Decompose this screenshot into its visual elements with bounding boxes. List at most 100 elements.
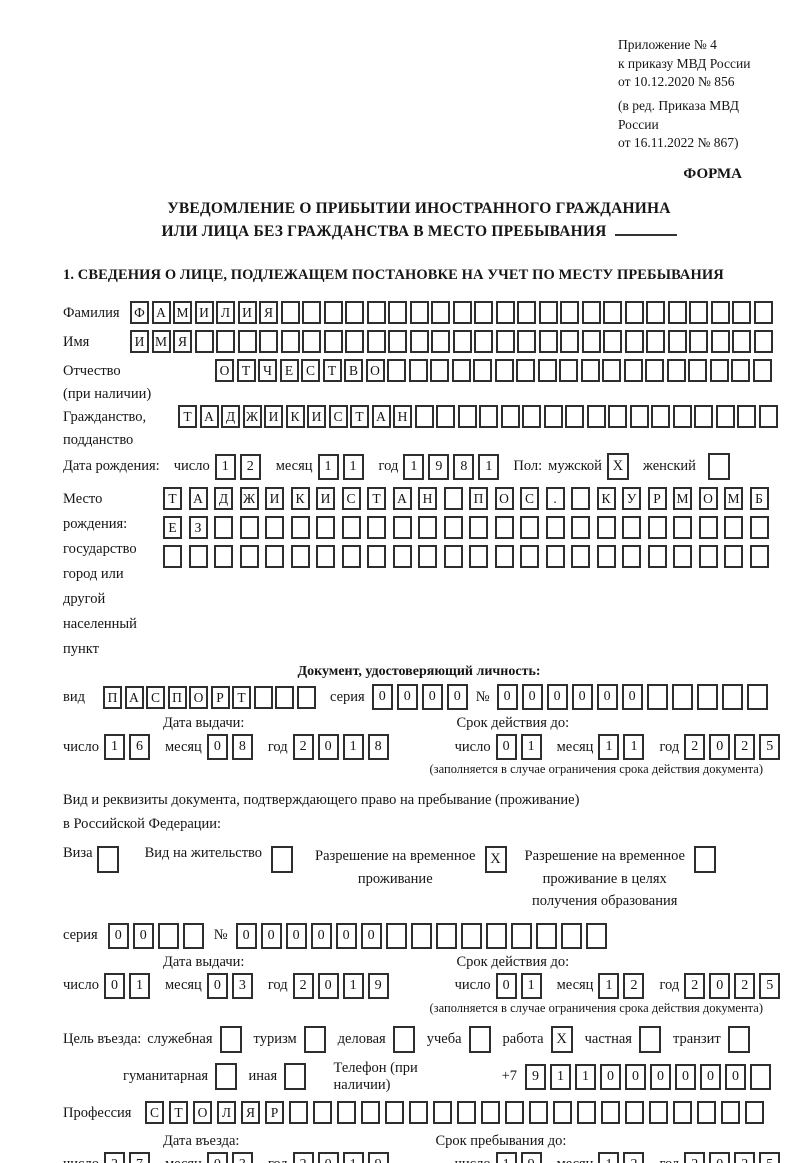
char-box[interactable] xyxy=(710,330,730,354)
char-box[interactable] xyxy=(622,516,641,540)
char-box[interactable] xyxy=(721,1100,740,1124)
char-box[interactable]: 5 xyxy=(759,1151,781,1163)
char-box[interactable]: 2 xyxy=(684,1151,706,1163)
char-box[interactable]: Ж xyxy=(239,487,259,511)
char-box[interactable]: 1 xyxy=(403,453,425,480)
char-box[interactable] xyxy=(366,301,386,325)
char-box[interactable]: 0 xyxy=(317,734,339,761)
char-box[interactable]: 1 xyxy=(598,972,620,999)
char-box[interactable] xyxy=(538,330,558,354)
char-box[interactable] xyxy=(474,330,493,354)
char-box[interactable] xyxy=(537,359,557,383)
char-box[interactable]: 1 xyxy=(103,734,125,761)
char-box[interactable]: И xyxy=(194,301,214,325)
char-box[interactable] xyxy=(443,545,463,569)
char-box[interactable]: О xyxy=(189,685,208,709)
char-box[interactable] xyxy=(571,516,590,540)
char-box[interactable]: 1 xyxy=(520,972,542,999)
char-box[interactable]: Р xyxy=(210,685,230,709)
char-box[interactable] xyxy=(313,1100,332,1124)
char-box[interactable]: П xyxy=(469,487,488,511)
char-box[interactable] xyxy=(623,359,643,383)
char-box[interactable]: 0 xyxy=(206,1151,228,1163)
char-box[interactable]: А xyxy=(199,405,219,429)
char-box[interactable] xyxy=(341,516,361,540)
char-box[interactable]: 3 xyxy=(231,1151,253,1163)
temp-residence-checkbox[interactable]: X xyxy=(484,846,507,874)
char-box[interactable]: 1 xyxy=(342,453,364,480)
char-box[interactable] xyxy=(667,301,687,325)
residence-permit-checkbox[interactable] xyxy=(271,846,294,874)
char-box[interactable] xyxy=(163,545,182,569)
char-box[interactable]: 9 xyxy=(428,453,450,480)
char-box[interactable] xyxy=(758,405,778,429)
purpose-official-checkbox[interactable] xyxy=(219,1025,242,1053)
char-box[interactable]: 0 xyxy=(600,1063,621,1090)
char-box[interactable] xyxy=(737,405,756,429)
char-box[interactable] xyxy=(290,516,310,540)
char-box[interactable] xyxy=(721,684,743,711)
char-box[interactable] xyxy=(361,1100,380,1124)
char-box[interactable]: 0 xyxy=(709,1151,731,1163)
char-box[interactable]: С xyxy=(341,487,361,511)
char-box[interactable] xyxy=(436,405,455,429)
sex-female-checkbox[interactable] xyxy=(707,453,730,481)
char-box[interactable]: А xyxy=(124,685,144,709)
char-box[interactable] xyxy=(581,330,601,354)
char-box[interactable] xyxy=(529,1100,548,1124)
char-box[interactable] xyxy=(535,922,557,949)
char-box[interactable]: О xyxy=(698,487,718,511)
char-box[interactable] xyxy=(367,516,386,540)
char-box[interactable] xyxy=(622,545,641,569)
char-box[interactable]: М xyxy=(673,487,692,511)
char-box[interactable] xyxy=(469,545,488,569)
char-box[interactable]: 1 xyxy=(520,734,542,761)
char-box[interactable]: 2 xyxy=(734,972,756,999)
char-box[interactable]: 1 xyxy=(575,1063,596,1090)
char-box[interactable]: 8 xyxy=(367,734,389,761)
char-box[interactable]: А xyxy=(371,405,391,429)
purpose-other-checkbox[interactable] xyxy=(284,1063,306,1090)
char-box[interactable] xyxy=(752,359,772,383)
char-box[interactable]: 0 xyxy=(317,1151,339,1163)
char-box[interactable]: 2 xyxy=(292,1151,314,1163)
char-box[interactable] xyxy=(646,684,668,711)
char-box[interactable]: 0 xyxy=(709,734,731,761)
char-box[interactable] xyxy=(596,545,616,569)
char-box[interactable]: 5 xyxy=(759,972,781,999)
char-box[interactable]: 1 xyxy=(128,972,150,999)
char-box[interactable] xyxy=(698,545,718,569)
char-box[interactable] xyxy=(689,301,708,325)
char-box[interactable] xyxy=(494,516,514,540)
char-box[interactable] xyxy=(629,405,649,429)
char-box[interactable]: А xyxy=(392,487,412,511)
char-box[interactable]: 8 xyxy=(453,453,475,480)
char-box[interactable] xyxy=(596,516,616,540)
char-box[interactable]: 0 xyxy=(521,684,543,711)
char-box[interactable] xyxy=(275,685,294,709)
char-box[interactable]: Е xyxy=(163,516,182,540)
purpose-tourism-checkbox[interactable] xyxy=(303,1025,326,1053)
char-box[interactable]: П xyxy=(167,685,187,709)
char-box[interactable]: Л xyxy=(216,301,235,325)
char-box[interactable] xyxy=(560,301,579,325)
char-box[interactable] xyxy=(651,405,670,429)
char-box[interactable] xyxy=(418,545,437,569)
char-box[interactable]: 1 xyxy=(550,1063,571,1090)
char-box[interactable]: 1 xyxy=(495,1151,517,1163)
char-box[interactable] xyxy=(443,516,463,540)
char-box[interactable]: 2 xyxy=(623,1151,645,1163)
char-box[interactable]: 0 xyxy=(107,922,129,949)
char-box[interactable] xyxy=(603,301,622,325)
char-box[interactable]: Ф xyxy=(130,301,149,325)
char-box[interactable] xyxy=(749,516,769,540)
char-box[interactable] xyxy=(345,330,364,354)
char-box[interactable] xyxy=(520,545,539,569)
char-box[interactable]: К xyxy=(285,405,305,429)
char-box[interactable]: 0 xyxy=(700,1063,721,1090)
char-box[interactable] xyxy=(500,405,520,429)
char-box[interactable]: 0 xyxy=(206,734,228,761)
char-box[interactable]: 0 xyxy=(675,1063,696,1090)
char-box[interactable] xyxy=(316,545,335,569)
char-box[interactable] xyxy=(750,1063,771,1090)
